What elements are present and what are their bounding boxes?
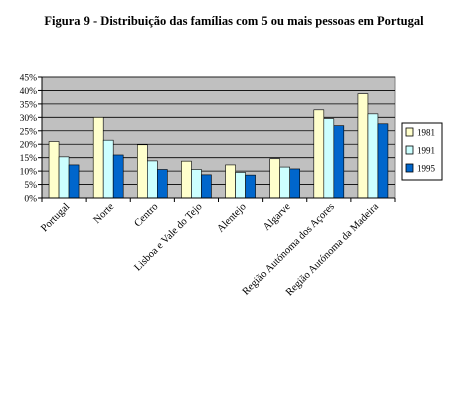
bar-1981-3	[181, 160, 192, 199]
x-tick-label: Alentejo	[215, 201, 248, 234]
y-tick-label: 10%	[20, 168, 38, 178]
bar-1991-2	[147, 160, 158, 199]
bar-1981-5	[269, 158, 280, 199]
x-tick-label: Região Autónoma da Madeira	[284, 201, 381, 298]
y-axis-ticks: 0% 5% 10% 15% 20% 25% 30% 35% 40% 45%	[20, 74, 42, 205]
bar-1991-7	[367, 113, 379, 199]
bars	[48, 93, 389, 199]
legend-label-1991: 1991	[417, 146, 435, 156]
bar-1991-3	[191, 169, 202, 199]
x-tick-label: Algarve	[261, 201, 293, 233]
y-tick-label: 45%	[20, 74, 38, 84]
bar-1981-2	[137, 144, 148, 199]
bar-1995-3	[201, 174, 212, 199]
bar-1981-0	[48, 141, 60, 199]
x-tick-label: Região Autónoma dos Açores	[241, 201, 337, 297]
legend-swatch-1991	[405, 145, 414, 155]
bar-1995-2	[157, 169, 168, 199]
y-tick-label: 20%	[20, 141, 38, 151]
bar-1991-6	[323, 118, 335, 199]
x-tick-label: Centro	[132, 201, 160, 229]
y-tick-label: 15%	[20, 154, 38, 164]
legend: 1981 1991 1995	[401, 122, 443, 181]
bar-1995-5	[289, 168, 300, 199]
bar-1981-1	[92, 117, 104, 199]
bar-1995-6	[333, 125, 345, 199]
bar-1981-4	[225, 164, 236, 199]
bar-1991-4	[235, 172, 246, 199]
chart-title: Figura 9 - Distribuição das famílias com…	[44, 14, 424, 28]
bar-1991-0	[58, 156, 70, 199]
bar-1995-0	[68, 164, 80, 199]
bar-1981-6	[313, 109, 325, 199]
x-tick-label: Portugal	[39, 201, 72, 234]
bar-1981-7	[357, 93, 369, 199]
y-tick-label: 30%	[20, 114, 38, 124]
bar-1991-1	[102, 139, 114, 199]
bar-1995-1	[112, 154, 124, 199]
bar-1995-4	[245, 174, 256, 199]
legend-label-1995: 1995	[417, 164, 436, 174]
y-tick-label: 0%	[24, 195, 37, 205]
y-tick-label: 35%	[20, 100, 38, 110]
legend-label-1981: 1981	[417, 128, 435, 138]
y-tick-label: 25%	[20, 127, 38, 137]
legend-swatch-1995	[405, 163, 414, 173]
bar-1995-7	[377, 123, 389, 199]
x-tick-label: Norte	[92, 201, 117, 226]
y-tick-label: 5%	[24, 181, 37, 191]
y-tick-label: 40%	[20, 87, 38, 97]
bar-1991-5	[279, 166, 290, 199]
legend-swatch-1981	[405, 127, 414, 137]
